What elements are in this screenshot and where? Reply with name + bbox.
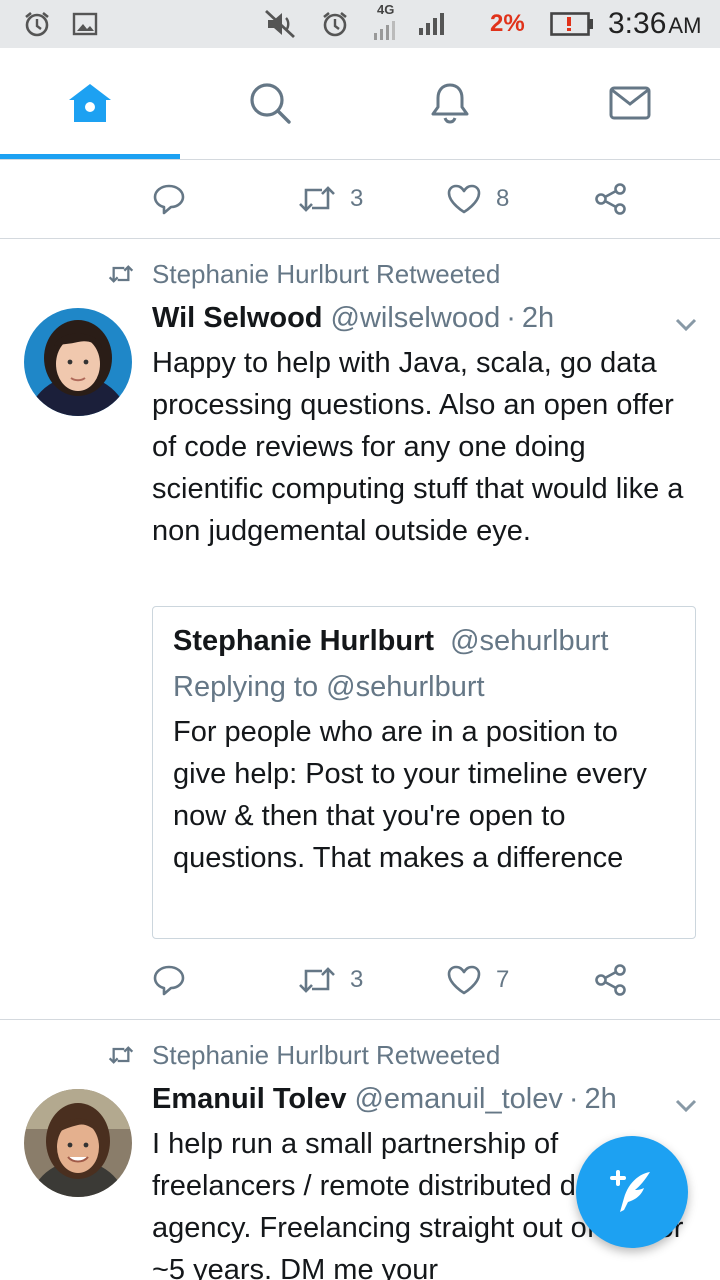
tweet-time: 2h <box>584 1083 617 1115</box>
tab-home[interactable] <box>0 48 180 158</box>
status-bar: 4G 2% 3:36AM <box>0 0 720 48</box>
author-handle[interactable]: @wilselwood <box>330 302 501 334</box>
like-button[interactable]: 8 <box>446 179 509 219</box>
compose-tweet-icon <box>610 1170 650 1212</box>
reply-icon <box>153 965 185 996</box>
tab-search[interactable] <box>180 48 360 158</box>
tweet-time: 2h <box>521 302 555 334</box>
home-icon <box>69 84 111 122</box>
bell-icon <box>431 83 469 124</box>
retweeted-by-label: Stephanie Hurlburt Retweeted <box>152 258 501 289</box>
tweet-actions: 3 8 <box>152 179 652 219</box>
retweet-context: Stephanie Hurlburt Retweeted <box>108 258 500 290</box>
tweet-text: I help run a small partnership of freela… <box>152 1128 684 1280</box>
chevron-down-icon[interactable] <box>672 310 700 338</box>
quote-author-name: Stephanie Hurlburt <box>173 625 435 657</box>
reply-icon <box>153 184 185 215</box>
like-count: 7 <box>496 966 510 993</box>
header-separator: · <box>506 302 516 334</box>
active-tab-indicator <box>0 154 180 159</box>
tweet-text: Happy to help with Java, scala, go data … <box>152 347 684 547</box>
header-separator: · <box>568 1083 579 1115</box>
share-icon <box>595 183 626 215</box>
retweet-count: 3 <box>350 966 364 993</box>
signal-strength-icon <box>416 8 446 40</box>
like-count: 8 <box>496 185 510 212</box>
envelope-icon <box>609 86 651 120</box>
author-name[interactable]: Emanuil Tolev <box>152 1083 347 1115</box>
retweet-button[interactable]: 3 <box>298 960 363 1000</box>
clock-time: 3:36 <box>608 7 667 40</box>
author-handle[interactable]: @emanuil_tolev <box>354 1083 563 1115</box>
retweet-count: 3 <box>350 185 364 212</box>
heart-icon <box>447 965 481 995</box>
network-type-label: 4G <box>377 2 395 17</box>
share-button[interactable] <box>594 960 628 1000</box>
gallery-icon <box>70 8 100 40</box>
reply-button[interactable] <box>152 179 186 219</box>
clock: 3:36AM <box>608 6 701 42</box>
avatar[interactable] <box>24 308 132 416</box>
compose-tweet-button[interactable] <box>576 1136 688 1248</box>
tweet-actions: 3 7 <box>152 960 652 1000</box>
quote-replying-to[interactable]: Replying to @sehurlburt <box>173 671 485 703</box>
signal-4g-icon <box>372 14 398 46</box>
share-button[interactable] <box>594 179 628 219</box>
retweet-icon <box>299 186 335 212</box>
retweet-context: Stephanie Hurlburt Retweeted <box>108 1039 500 1071</box>
retweet-icon <box>299 967 335 993</box>
retweeted-by-label: Stephanie Hurlburt Retweeted <box>152 1039 501 1070</box>
battery-percent: 2% <box>490 10 525 37</box>
chevron-down-icon[interactable] <box>672 1091 700 1119</box>
alarm-icon <box>318 8 352 40</box>
avatar[interactable] <box>24 1089 132 1197</box>
heart-icon <box>447 184 481 214</box>
tweet-header: Wil Selwood @wilselwood · 2h <box>152 302 554 340</box>
top-nav-bar <box>0 48 720 160</box>
retweet-icon <box>108 264 136 284</box>
retweet-button[interactable]: 3 <box>298 179 363 219</box>
reply-button[interactable] <box>152 960 186 1000</box>
battery-low-icon <box>549 8 595 40</box>
tweet-header: Emanuil Tolev @emanuil_tolev · 2h <box>152 1083 617 1121</box>
mute-icon <box>262 8 298 40</box>
quote-header: Stephanie Hurlburt @sehurlburt <box>173 621 608 661</box>
timeline-feed[interactable]: 3 8 Stephanie Hurlburt Retweeted Wil Sel… <box>0 160 720 1280</box>
quote-text: For people who are in a position to give… <box>173 716 647 874</box>
tweet-divider <box>0 238 720 239</box>
tweet-divider <box>0 1019 720 1020</box>
like-button[interactable]: 7 <box>446 960 509 1000</box>
clock-ampm: AM <box>668 13 702 38</box>
search-icon <box>250 83 291 124</box>
retweet-icon <box>108 1045 136 1065</box>
tab-messages[interactable] <box>540 48 720 158</box>
share-icon <box>595 964 626 996</box>
author-name[interactable]: Wil Selwood <box>152 302 323 334</box>
alarm-clock-icon <box>20 8 54 40</box>
quote-author-handle: @sehurlburt <box>450 625 609 657</box>
tab-notifications[interactable] <box>360 48 540 158</box>
quoted-tweet[interactable]: Stephanie Hurlburt @sehurlburt Replying … <box>152 606 696 939</box>
